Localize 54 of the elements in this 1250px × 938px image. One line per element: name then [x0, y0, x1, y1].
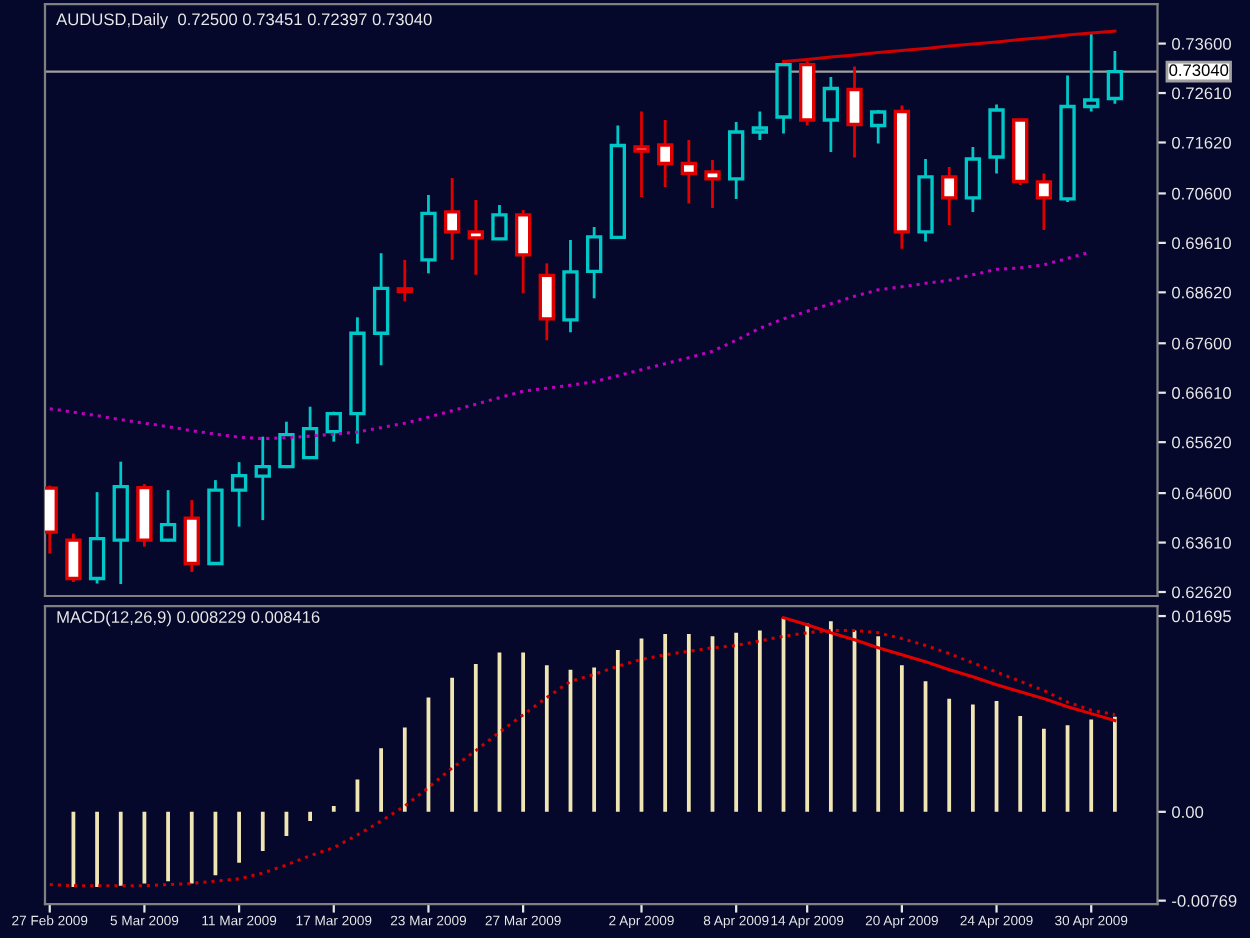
- line-series: [781, 616, 1117, 723]
- candlestick: [870, 108, 887, 145]
- y-tick-label: 0.68620: [1172, 286, 1231, 299]
- candlestick: [325, 410, 342, 444]
- candlestick: [704, 158, 721, 210]
- y-tick-label: 0.73600: [1172, 37, 1231, 50]
- y-tick-label: 0.66610: [1172, 387, 1231, 399]
- candlestick: [846, 65, 863, 159]
- candlestick: [585, 225, 603, 300]
- candlestick: [65, 532, 82, 584]
- candlestick: [538, 261, 555, 342]
- candlestick: [1083, 32, 1100, 113]
- candlestick: [822, 75, 840, 154]
- candlestick: [964, 145, 982, 214]
- candlestick: [443, 176, 461, 262]
- candlestick: [396, 258, 413, 303]
- y-tick-label: 0.64600: [1172, 487, 1231, 500]
- chart-title: MACD(12,26,9) 0.008229 0.008416: [57, 610, 320, 627]
- y-tick-label: 0.69610: [1172, 237, 1231, 250]
- y-tick-label: 0.67600: [1172, 337, 1231, 350]
- ref-line-label: 0.73040: [1169, 64, 1229, 77]
- y-tick-label: 0.01695: [1172, 610, 1231, 623]
- candlestick: [372, 251, 390, 367]
- candlestick: [941, 165, 958, 227]
- candlestick: [514, 208, 532, 295]
- candlestick: [301, 405, 319, 461]
- candlestick: [254, 435, 271, 522]
- y-tick-label: 0.65620: [1172, 436, 1231, 449]
- y-tick-label: 0.63610: [1172, 536, 1231, 549]
- candlestick: [1035, 172, 1053, 232]
- y-tick-label: 0.70600: [1172, 187, 1231, 200]
- y-tick-label: 0.62620: [1172, 586, 1231, 599]
- y-tick-label: 0.00: [1172, 806, 1204, 819]
- candlestick: [278, 420, 295, 470]
- candlestick: [159, 488, 177, 543]
- candlestick: [633, 110, 650, 199]
- y-tick-label: 0.72610: [1172, 87, 1231, 100]
- y-tick-label: -0.00769: [1172, 895, 1237, 907]
- line-series: [48, 628, 1117, 888]
- chart-title: AUDUSD,Daily 0.72500 0.73451 0.72397 0.73040: [56, 13, 432, 29]
- candlestick: [680, 138, 698, 205]
- candlestick: [1106, 49, 1124, 106]
- candlestick: [467, 198, 484, 277]
- candlestick: [491, 203, 508, 241]
- candlestick: [562, 238, 579, 334]
- candlestick: [420, 193, 437, 275]
- candlestick: [656, 118, 674, 189]
- candlestick: [88, 490, 106, 585]
- candlestick: [727, 120, 745, 201]
- y-tick-label: 0.71620: [1172, 136, 1231, 149]
- candlestick: [988, 103, 1005, 175]
- candlestick: [183, 498, 200, 574]
- candlestick: [751, 110, 769, 142]
- candlestick: [230, 460, 248, 528]
